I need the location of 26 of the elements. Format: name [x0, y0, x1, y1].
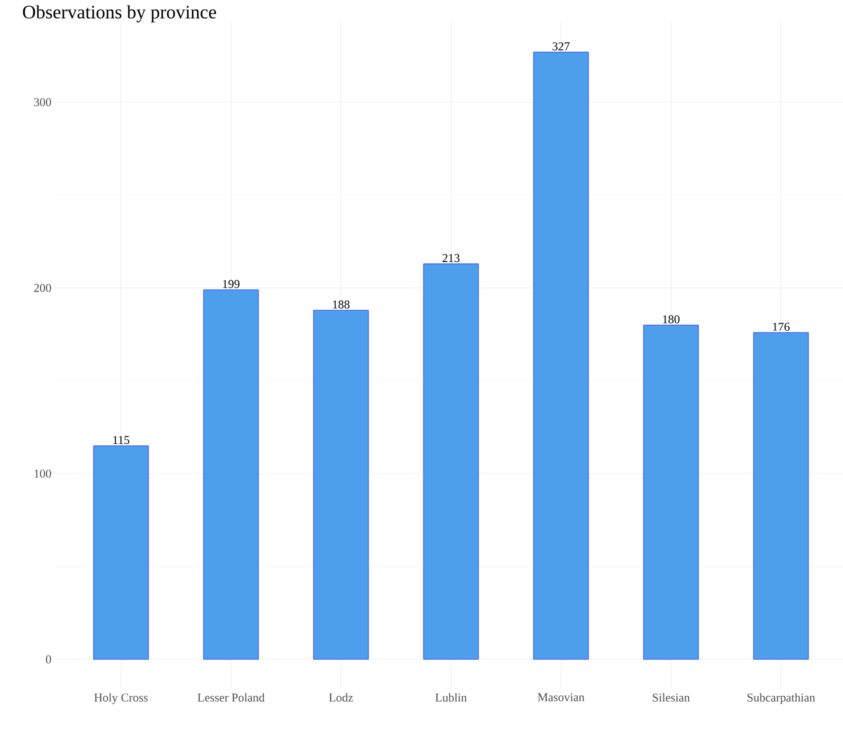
- bar: [753, 332, 809, 660]
- y-tick-label: 100: [34, 470, 52, 478]
- bar: [313, 310, 369, 660]
- data-label: 115: [113, 436, 130, 444]
- x-tick-label: Holy Cross: [94, 693, 148, 704]
- bar: [93, 446, 149, 660]
- data-label: 176: [773, 322, 790, 331]
- bar: [533, 52, 589, 660]
- bar: [423, 264, 479, 660]
- y-tick-label: 200: [34, 284, 52, 292]
- x-tick-label: Lodz: [329, 693, 353, 702]
- data-label: 188: [333, 300, 350, 308]
- y-tick-label: 300: [34, 98, 52, 106]
- y-tick-label: 0: [46, 655, 52, 664]
- data-label: 199: [223, 280, 240, 288]
- data-label: 327: [552, 42, 570, 50]
- x-tick-label: Subcarpathian: [748, 693, 816, 704]
- bar: [203, 290, 259, 660]
- x-tick-label: Lublin: [435, 693, 467, 702]
- x-tick-label: Lesser Poland: [198, 693, 265, 702]
- x-tick-label: Silesian: [652, 693, 690, 702]
- x-tick-label: Masovian: [538, 693, 584, 702]
- data-label: 213: [442, 254, 460, 262]
- bar: [643, 324, 699, 660]
- data-label: 180: [663, 315, 680, 324]
- chart-title: Observations by province: [22, 5, 216, 22]
